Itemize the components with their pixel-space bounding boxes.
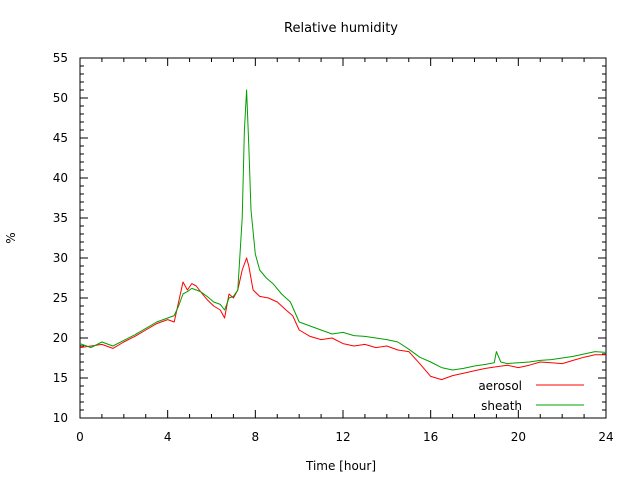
legend-label-aerosol: aerosol	[478, 379, 522, 393]
y-tick-label: 10	[53, 411, 68, 425]
y-axis-label: %	[4, 232, 18, 243]
series-line-sheath	[79, 89, 607, 371]
x-tick-label: 4	[164, 430, 172, 444]
chart-title: Relative humidity	[284, 21, 398, 36]
y-tick-label: 55	[53, 51, 68, 65]
x-axis-label: Time [hour]	[305, 459, 376, 473]
plot-frame	[79, 57, 607, 419]
x-tick-label: 16	[423, 430, 438, 444]
x-tick-label: 20	[511, 430, 526, 444]
y-tick-label: 35	[53, 211, 68, 225]
y-tick-label: 25	[53, 291, 68, 305]
y-tick-label: 40	[53, 171, 68, 185]
axis-ticks: 10 15 20 25 30 35 40 45 50 55 0 4 8 12 16 20 24	[53, 51, 614, 444]
y-tick-label: 45	[53, 131, 68, 145]
y-tick-label: 50	[53, 91, 68, 105]
y-tick-label: 20	[53, 331, 68, 345]
series-line-aerosol	[79, 257, 606, 381]
x-tick-label: 12	[335, 430, 350, 444]
x-tick-label: 8	[252, 430, 260, 444]
data-series	[79, 89, 607, 381]
y-tick-label: 30	[53, 251, 68, 265]
x-tick-label: 24	[598, 430, 613, 444]
x-tick-label: 0	[76, 430, 84, 444]
legend: aerosol sheath	[478, 379, 584, 413]
legend-label-sheath: sheath	[481, 399, 522, 413]
y-tick-label: 15	[53, 371, 68, 385]
